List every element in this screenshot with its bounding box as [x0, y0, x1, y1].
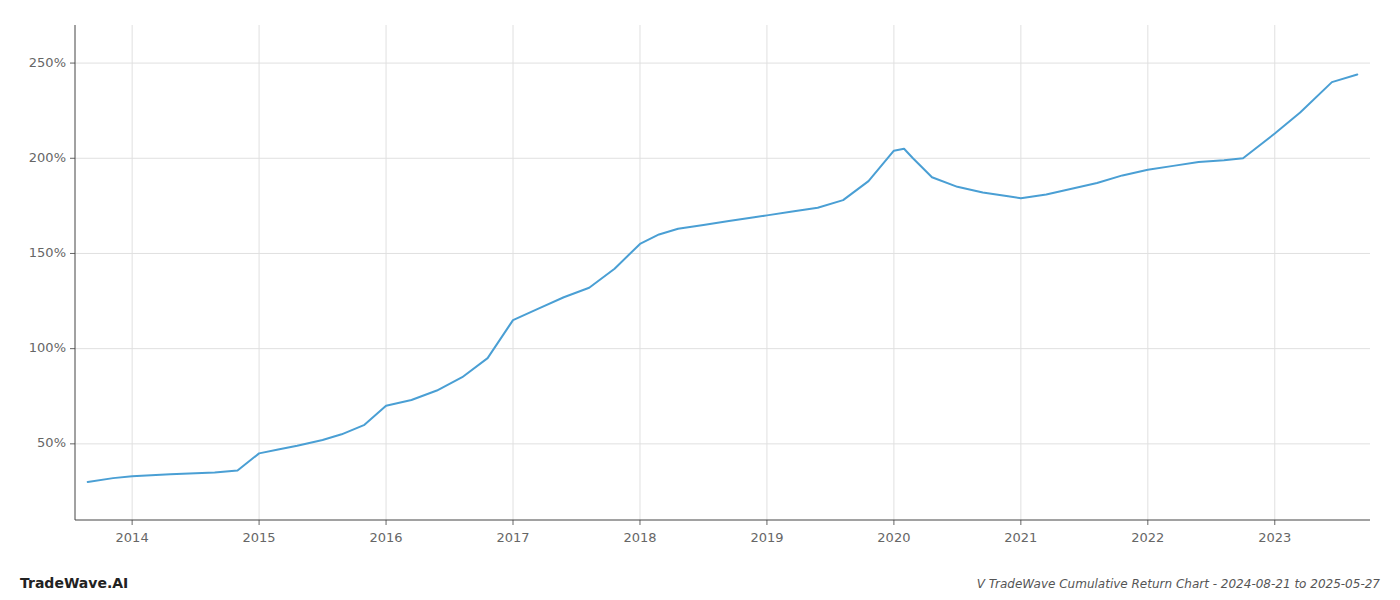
y-tick-label: 50% [37, 435, 66, 450]
x-tick [1020, 520, 1021, 525]
return-line [88, 75, 1358, 482]
x-tick-label: 2020 [877, 530, 910, 545]
title: V TradeWave Cumulative Return Chart - 20… [977, 577, 1381, 591]
watermark: TradeWave.AI [20, 575, 128, 591]
axes: 50% 100% 150% 200% 250% 2014 2015 2016 2017 2018 2… [29, 25, 1370, 545]
x-tick-label: 2016 [370, 530, 403, 545]
y-tick-label: 100% [29, 340, 66, 355]
x-tick-label: 2017 [496, 530, 529, 545]
x-tick [259, 520, 260, 525]
x-tick [1274, 520, 1275, 525]
x-grid-line [893, 25, 894, 520]
x-grid-line [513, 25, 514, 520]
x-tick-label: 2015 [243, 530, 276, 545]
x-tick [1147, 520, 1148, 525]
x-grid-line [766, 25, 767, 520]
x-grid-line [259, 25, 260, 520]
x-tick-label: 2022 [1131, 530, 1164, 545]
x-grid-line [639, 25, 640, 520]
x-grid-line [132, 25, 133, 520]
x-tick [386, 520, 387, 525]
x-axis-line [75, 520, 1370, 521]
x-tick [893, 520, 894, 525]
y-grid-line [75, 253, 1370, 254]
x-grid-line [1147, 25, 1148, 520]
x-tick-label: 2023 [1258, 530, 1291, 545]
y-tick [70, 253, 75, 254]
y-tick-label: 150% [29, 245, 66, 260]
y-tick-label: 200% [29, 150, 66, 165]
x-tick-label: 2014 [116, 530, 149, 545]
x-tick [132, 520, 133, 525]
x-tick [639, 520, 640, 525]
y-tick [70, 63, 75, 64]
y-grid-line [75, 158, 1370, 159]
grid [75, 25, 1370, 520]
x-grid-line [386, 25, 387, 520]
y-tick-label: 250% [29, 55, 66, 70]
x-grid-line [1274, 25, 1275, 520]
x-grid-line [1020, 25, 1021, 520]
x-tick-label: 2019 [750, 530, 783, 545]
x-tick-label: 2018 [623, 530, 656, 545]
x-tick-label: 2021 [1004, 530, 1037, 545]
y-axis-line [75, 25, 76, 520]
plot-area [88, 75, 1358, 482]
y-grid-line [75, 443, 1370, 444]
y-grid-line [75, 63, 1370, 64]
x-tick [513, 520, 514, 525]
y-tick [70, 443, 75, 444]
x-tick [766, 520, 767, 525]
y-tick [70, 348, 75, 349]
chart: 50% 100% 150% 200% 250% 2014 2015 2016 2017 2018 2… [0, 0, 1400, 600]
y-tick [70, 158, 75, 159]
y-grid-line [75, 348, 1370, 349]
